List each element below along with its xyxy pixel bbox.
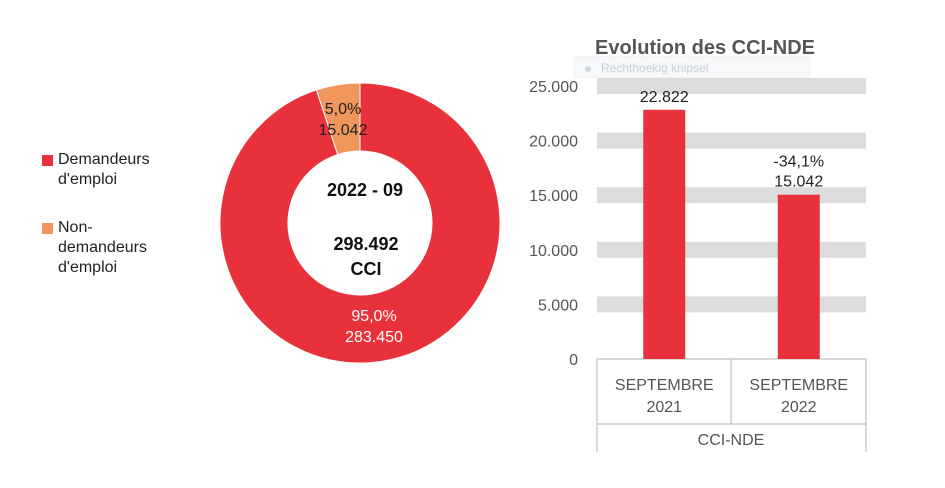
legend-swatch-non-demandeurs <box>42 223 53 234</box>
donut-center-unit: CCI <box>351 259 382 279</box>
bar-0 <box>643 109 686 360</box>
donut-slice-0 <box>219 82 501 364</box>
donut-label-value-1: 15.042 <box>319 122 368 139</box>
bar-1 <box>777 194 820 359</box>
snip-tooltip-text: Rechthoekig knipsel <box>601 61 709 75</box>
legend-item-non-demandeurs: Non-demandeurs d'emploi <box>42 218 192 278</box>
x-tick-label-0-0: SEPTEMBRE <box>615 377 714 394</box>
legend-label-non-demandeurs: Non-demandeurs d'emploi <box>58 219 147 276</box>
y-tick-label-1: 5.000 <box>538 297 578 314</box>
y-tick-label-0: 0 <box>569 352 578 369</box>
donut-center-period: 2022 - 09 <box>327 180 403 200</box>
donut-label-percent-1: 5,0% <box>325 101 361 118</box>
bar-data-label-1-0: -34,1% <box>773 154 824 171</box>
grid-band-5 <box>597 78 866 94</box>
bar-chart: Evolution des CCI-NDE 0 5.000 10.000 15.000 2… <box>529 37 867 452</box>
bar-chart-title: Evolution des CCI-NDE <box>595 37 815 59</box>
snip-icon <box>585 65 591 72</box>
grid-band-4 <box>597 132 866 149</box>
snip-tooltip: Rechthoekig knipsel <box>574 56 810 78</box>
x-tick-label-1-1: 2022 <box>781 399 817 416</box>
y-tick-label-5: 25.000 <box>529 79 578 96</box>
y-tick-label-3: 15.000 <box>529 188 578 205</box>
y-tick-label-2: 10.000 <box>529 243 578 260</box>
x-group-label: CCI-NDE <box>698 432 765 449</box>
legend-swatch-demandeurs <box>42 155 53 166</box>
legend-item-demandeurs: Demandeurs d'emploi <box>42 150 192 190</box>
grid-band-3 <box>597 187 866 204</box>
x-tick-label-0-1: 2021 <box>646 399 682 416</box>
donut-label-percent-0: 95,0% <box>351 308 396 325</box>
donut-center-total: 298.492 <box>333 234 398 254</box>
donut-chart: 5,0% 15.042 95,0% 283.450 2022 - 09 298.492 CC… <box>219 82 501 364</box>
grid-band-2 <box>597 241 866 258</box>
bar-data-label-1-1: 15.042 <box>774 174 823 191</box>
x-tick-label-1-0: SEPTEMBRE <box>749 377 848 394</box>
y-tick-label-4: 20.000 <box>529 134 578 151</box>
donut-label-value-0: 283.450 <box>345 329 403 346</box>
legend-label-demandeurs: Demandeurs d'emploi <box>58 151 150 188</box>
donut-legend: Demandeurs d'emploi Non-demandeurs d'emp… <box>42 150 192 278</box>
bar-data-label-0-0: 22.822 <box>640 89 689 106</box>
grid-band-1 <box>597 296 866 313</box>
